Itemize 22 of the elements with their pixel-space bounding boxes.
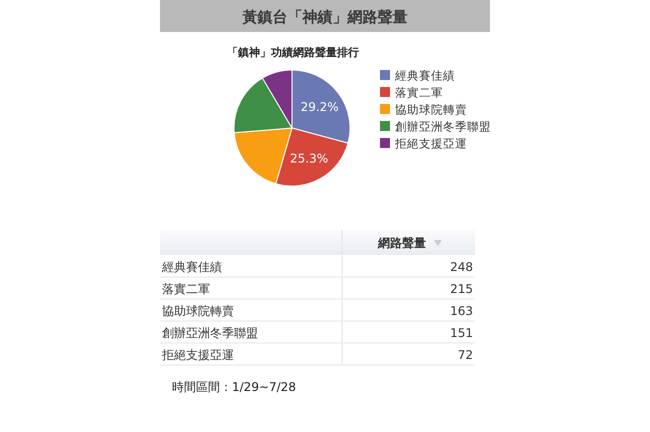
table-cell: 72 xyxy=(458,348,473,362)
table-cell: 經典賽佳績 xyxy=(162,260,222,274)
table-cell: 248 xyxy=(450,260,473,274)
table-cell: 163 xyxy=(450,304,473,318)
legend-label: 創辦亞洲冬季聯盟 xyxy=(395,120,491,134)
table-header: 網路聲量 xyxy=(378,236,426,250)
table-cell: 協助球院轉賣 xyxy=(162,304,234,318)
legend-label: 落實二軍 xyxy=(395,86,443,100)
text: 時間區間：1/29~7/28 xyxy=(172,380,296,394)
data-label: 29.2% xyxy=(300,100,339,114)
chart-title: 黃鎮台「神績」網路聲量 xyxy=(242,8,408,26)
legend-label: 協助球院轉賣 xyxy=(395,102,467,116)
chart-subtitle: 「鎮神」功績網路聲量排行 xyxy=(227,46,359,59)
table-cell: 151 xyxy=(450,326,473,340)
legend-label: 拒絕支援亞運 xyxy=(394,136,467,150)
legend-label: 經典賽佳績 xyxy=(394,68,455,82)
data-label: 25.3% xyxy=(290,151,328,166)
table-cell: 215 xyxy=(450,282,473,296)
table-cell: 落實二軍 xyxy=(162,282,210,296)
table-cell: 創辦亞洲冬季聯盟 xyxy=(162,326,258,340)
table-cell: 拒絕支援亞運 xyxy=(162,348,234,362)
pie: 29.2% 25.3% xyxy=(234,70,350,186)
